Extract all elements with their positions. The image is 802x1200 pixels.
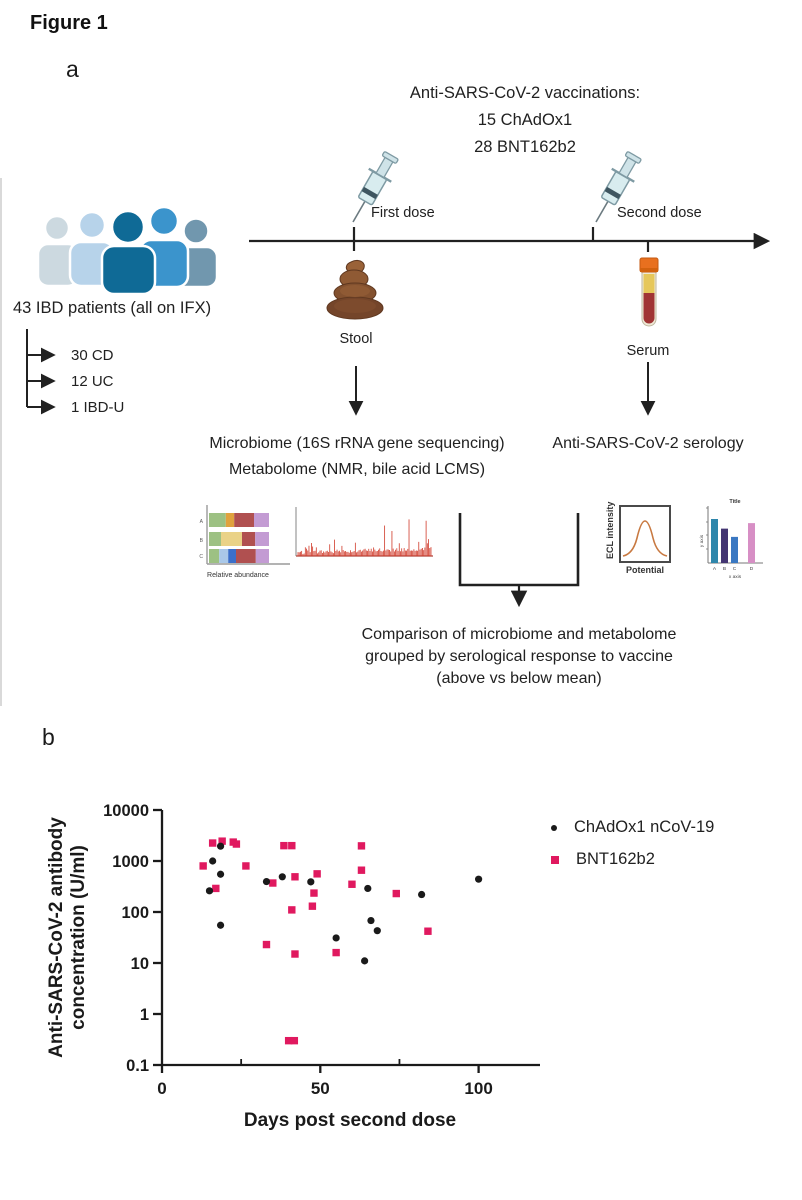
spectrum-thumbnail — [295, 507, 433, 557]
timeline — [249, 227, 771, 252]
patient-group-ibdu: 1 IBD-U — [71, 399, 125, 416]
ecl-curve — [622, 520, 668, 557]
sample-arrows — [348, 362, 656, 416]
comparison-text: Comparison of microbiome and metabolome … — [362, 624, 677, 690]
mini-cat-c: C — [733, 566, 737, 572]
ecl-ylabel: ECL intensity — [605, 502, 615, 559]
svg-text:100: 100 — [121, 904, 149, 922]
patient-branch — [26, 329, 56, 415]
svg-text:10000: 10000 — [103, 802, 149, 820]
svg-text:50: 50 — [311, 1079, 330, 1098]
abundance-row-c: C — [199, 554, 203, 560]
mini-chart-xlabel: x axis — [729, 574, 742, 580]
microbiome-label: Microbiome (16S rRNA gene sequencing) — [209, 435, 505, 452]
svg-text:0.1: 0.1 — [126, 1057, 149, 1075]
serum-label: Serum — [626, 343, 670, 359]
serum-tube-icon — [639, 257, 659, 327]
chadox-marker-icon — [551, 824, 557, 831]
comparison-line-3: (above vs below mean) — [436, 670, 602, 687]
vaccinations-line-2: 15 ChAdOx1 — [477, 111, 573, 129]
mini-cat-a: A — [713, 566, 717, 572]
metabolome-label: Metabolome (NMR, bile acid LCMS) — [228, 461, 486, 478]
svg-text:1000: 1000 — [112, 853, 149, 871]
abundance-thumbnail: A B C Relative abundance — [199, 505, 290, 579]
first-dose-label: First dose — [371, 205, 435, 221]
stool-label: Stool — [339, 331, 373, 347]
panel-a-label: a — [66, 56, 79, 82]
figure-title: Figure 1 — [30, 12, 108, 34]
ecl-thumbnail: ECL intensity Potential — [605, 502, 671, 575]
legend-label-bnt: BNT162b2 — [576, 850, 655, 868]
person-icon — [36, 214, 80, 288]
patients-group-icon — [36, 205, 219, 296]
svg-text:0: 0 — [157, 1079, 166, 1098]
panel-b-label: b — [42, 724, 55, 750]
series-ChAdOx1 nCoV-19 — [205, 842, 483, 965]
second-dose-label: Second dose — [617, 205, 702, 221]
serology-label: Anti-SARS-CoV-2 serology — [552, 435, 744, 452]
antibody-scatter-plot: 0.1 1 10 100 1000 10000 0 50 100 Days post second… — [46, 802, 540, 1131]
mini-bar-chart-thumbnail: Title A B C D x axis y axis — [699, 499, 763, 580]
svg-text:1: 1 — [140, 1006, 149, 1024]
y-axis-title-line-2: concentration (U/ml) — [68, 845, 89, 1030]
scatter-legend: ChAdOx1 nCoV-19 BNT162b2 — [551, 818, 714, 869]
legend-label-chadox: ChAdOx1 nCoV-19 — [574, 818, 715, 836]
mini-cat-b: B — [723, 566, 726, 572]
svg-text:100: 100 — [464, 1079, 492, 1098]
stool-icon — [326, 259, 384, 320]
x-axis-title: Days post second dose — [244, 1110, 456, 1131]
comparison-line-1: Comparison of microbiome and metabolome — [361, 626, 677, 643]
syringe-first-dose-icon — [352, 151, 399, 223]
ecl-xlabel: Potential — [626, 565, 664, 575]
svg-text:10: 10 — [131, 955, 149, 973]
abundance-row-b: B — [200, 538, 204, 544]
syringe-second-dose-icon — [595, 151, 642, 223]
mini-chart-title: Title — [729, 499, 740, 505]
bnt-marker-icon — [551, 855, 559, 864]
person-icon — [100, 209, 157, 296]
series-BNT162b2 — [199, 837, 432, 1045]
legend-row-chadox: ChAdOx1 nCoV-19 — [551, 818, 714, 837]
vaccinations-line-3: 28 BNT162b2 — [474, 138, 576, 156]
comparison-bracket — [458, 513, 580, 608]
legend-row-bnt: BNT162b2 — [551, 850, 714, 869]
vaccinations-line-1: Anti-SARS-CoV-2 vaccinations: — [409, 84, 641, 102]
mini-chart-ylabel: y axis — [699, 534, 705, 547]
mini-cat-d: D — [750, 566, 754, 572]
patient-group-cd: 30 CD — [71, 347, 114, 364]
comparison-line-2: grouped by serological response to vacci… — [365, 648, 673, 665]
vaccinations-text: Anti-SARS-CoV-2 vaccinations: 15 ChAdOx1… — [410, 80, 640, 161]
abundance-caption: Relative abundance — [207, 572, 269, 579]
page-edge-line — [0, 178, 2, 706]
patient-group-uc: 12 UC — [71, 373, 114, 390]
patients-label: 43 IBD patients (all on IFX) — [13, 299, 212, 317]
abundance-row-a: A — [200, 519, 204, 525]
y-axis-title-line-1: Anti-SARS-CoV-2 antibody — [46, 817, 67, 1058]
study-diagram-graphics: A B C Relative abundance ECL intensity P… — [26, 151, 771, 608]
